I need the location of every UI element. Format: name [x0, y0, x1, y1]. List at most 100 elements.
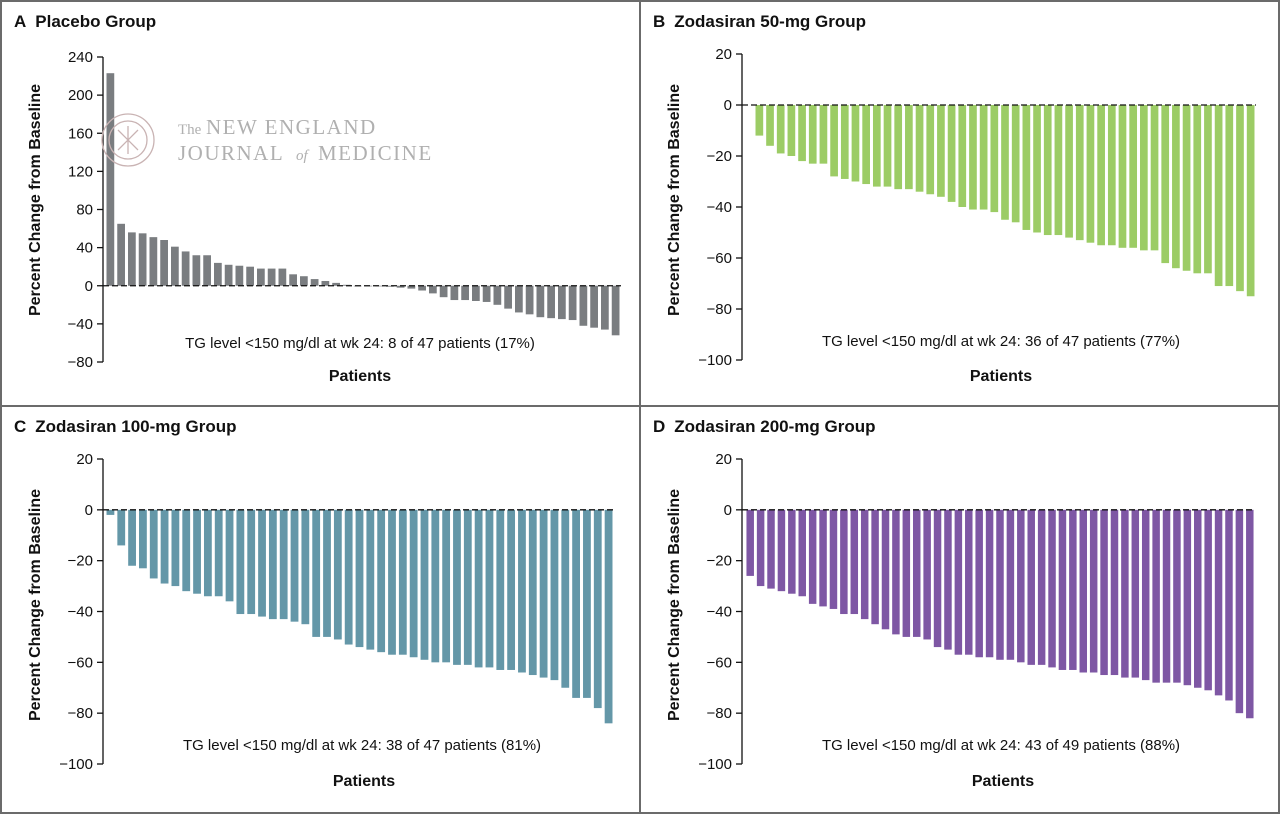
data-bar	[439, 285, 448, 298]
y-tick-label: −80	[707, 705, 732, 722]
data-bar	[579, 285, 588, 326]
data-bar	[463, 509, 472, 665]
data-bar	[236, 509, 245, 615]
y-tick-label: 20	[715, 451, 732, 468]
data-bar	[840, 105, 849, 179]
panel-zodasiran-200mg: D Zodasiran 200-mg Group Percent Change f…	[639, 405, 1280, 814]
data-bar	[536, 285, 545, 318]
data-bar	[1152, 509, 1160, 683]
data-bar	[1065, 105, 1073, 238]
data-bar	[912, 509, 921, 637]
data-bar	[386, 285, 394, 287]
data-bar	[1204, 105, 1212, 274]
data-bar	[300, 276, 308, 286]
data-bar	[975, 509, 983, 658]
data-bar	[235, 265, 244, 286]
data-bar	[1079, 509, 1088, 673]
data-bar	[106, 509, 115, 515]
data-bar	[171, 246, 179, 286]
data-bar	[278, 268, 287, 286]
data-bar	[321, 280, 330, 286]
data-bar	[926, 105, 935, 195]
data-bar	[1022, 105, 1031, 230]
watermark-of: of	[296, 148, 310, 164]
data-bar	[453, 509, 461, 665]
bar-chart: 240 200 160 120 80 40 0 −40 −80 TG level <150 mg/…	[68, 49, 621, 371]
data-bar	[117, 509, 126, 546]
x-axis-label: Patients	[971, 773, 1035, 790]
data-bar	[819, 105, 828, 164]
data-bar	[561, 509, 570, 688]
panel-title-text: Placebo Group	[35, 12, 157, 31]
data-bar	[1043, 105, 1052, 236]
data-bar	[1183, 509, 1192, 686]
y-tick-label: −20	[707, 553, 732, 570]
panel-title-text: Zodasiran 100-mg Group	[35, 417, 237, 436]
data-bar	[954, 509, 963, 655]
data-bar	[1100, 509, 1108, 676]
data-bar	[756, 509, 765, 587]
data-bar	[1162, 509, 1171, 683]
data-bar	[1172, 105, 1180, 269]
data-bar	[902, 509, 911, 637]
data-bar	[1054, 105, 1063, 236]
data-bar	[332, 282, 340, 286]
data-bar	[246, 266, 254, 286]
data-bar	[258, 509, 266, 617]
y-tick-label: −60	[68, 654, 93, 671]
watermark-journal: JOURNAL	[178, 141, 284, 165]
data-bar	[290, 509, 299, 622]
data-bar	[496, 509, 505, 670]
data-bar	[850, 509, 859, 615]
data-bar	[558, 285, 566, 320]
data-bar	[515, 285, 523, 313]
data-bar	[518, 509, 526, 673]
y-tick-label: 80	[76, 202, 93, 219]
data-bar	[1006, 509, 1015, 660]
data-bar	[965, 509, 973, 655]
data-bar	[944, 509, 952, 650]
data-bar	[1225, 509, 1233, 701]
x-axis-label: Patients	[332, 773, 396, 790]
x-axis-label: Patients	[328, 368, 392, 385]
data-bar	[1131, 509, 1140, 678]
data-bar	[829, 509, 838, 609]
data-bar	[590, 285, 598, 328]
tg-annotation: TG level <150 mg/dl at wk 24: 38 of 47 p…	[183, 737, 541, 754]
panel-letter: D	[653, 417, 666, 436]
data-bar	[149, 509, 158, 579]
data-bar	[776, 105, 785, 154]
data-bar	[1027, 509, 1035, 665]
data-bar	[289, 274, 297, 286]
data-bar	[572, 509, 580, 698]
data-bar	[493, 285, 502, 305]
data-bar	[1001, 105, 1009, 220]
data-bar	[851, 105, 860, 182]
data-bar	[1069, 509, 1077, 670]
data-bar	[1236, 105, 1244, 292]
panel-zodasiran-50mg: B Zodasiran 50-mg Group Percent Change fr…	[639, 0, 1280, 407]
data-bar	[507, 509, 516, 670]
data-bar	[366, 509, 375, 650]
data-bar	[1107, 105, 1116, 246]
data-bar	[355, 509, 364, 648]
data-bar	[149, 237, 158, 286]
data-bar	[418, 285, 426, 291]
data-bar	[203, 255, 211, 286]
data-bar	[1150, 105, 1159, 251]
data-bar	[787, 105, 796, 156]
data-bar	[117, 223, 125, 286]
data-bar	[1193, 105, 1202, 274]
data-bar	[528, 509, 537, 676]
watermark-medicine: MEDICINE	[318, 141, 433, 165]
panel-placebo: A Placebo Group Percent Change from Basel…	[0, 0, 641, 407]
data-bar	[1194, 509, 1202, 688]
data-bar	[312, 509, 321, 637]
tg-annotation: TG level <150 mg/dl at wk 24: 36 of 47 p…	[822, 333, 1180, 350]
data-bar	[420, 509, 429, 660]
data-bar	[1011, 105, 1020, 223]
data-bar	[1141, 509, 1150, 681]
watermark: The NEW ENGLAND JOURNAL of MEDICINE	[101, 113, 433, 167]
y-tick-label: −80	[68, 354, 93, 371]
panel-title: D Zodasiran 200-mg Group	[653, 417, 875, 437]
